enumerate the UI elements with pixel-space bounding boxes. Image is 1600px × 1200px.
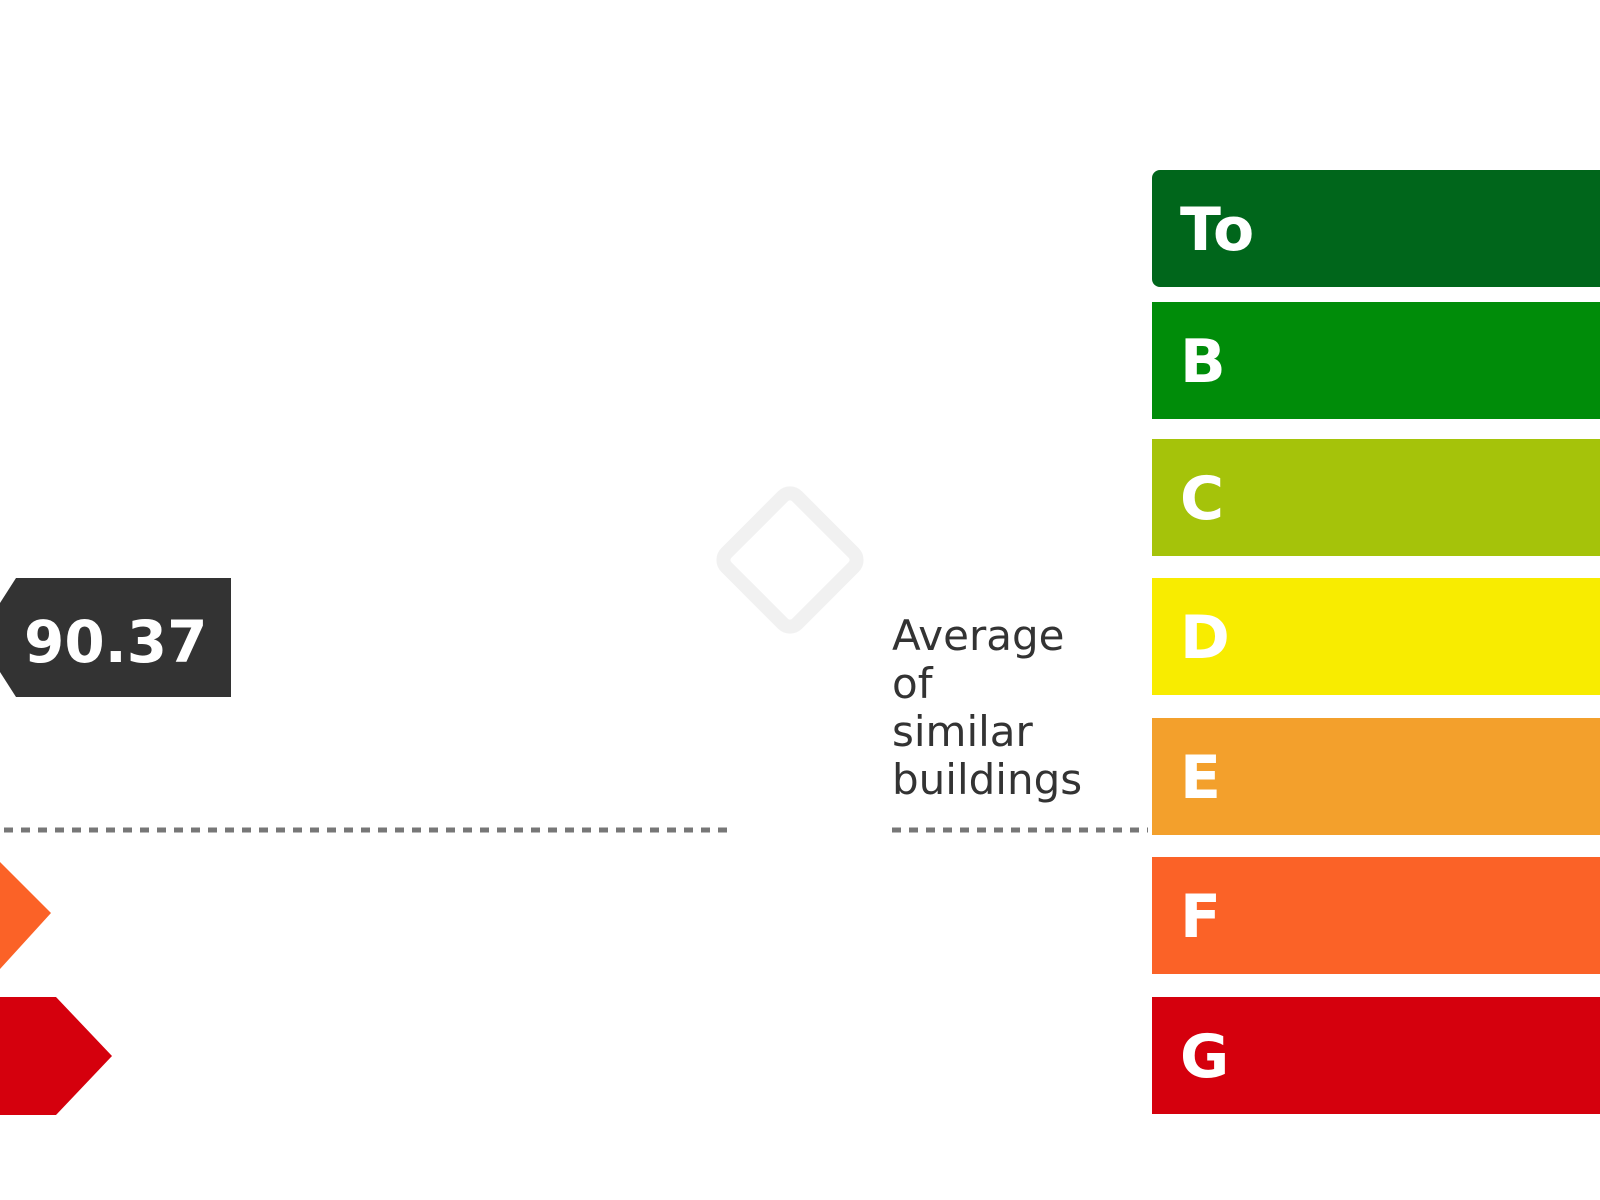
rating-bar-label: G: [1180, 1022, 1229, 1092]
score-value: 90.37: [24, 608, 207, 676]
average-label-line: similar: [892, 707, 1033, 756]
score-tag: 90.37: [0, 578, 231, 697]
rating-bar-b: [1152, 302, 1600, 419]
rating-bar-label: E: [1180, 743, 1221, 813]
rating-bar-label: To: [1180, 195, 1254, 265]
rating-bar-e: [1152, 718, 1600, 835]
rating-bar-c: [1152, 439, 1600, 556]
marker-f-arrow: [0, 862, 51, 969]
rating-bar-label: C: [1180, 464, 1224, 534]
rating-bar-to: [1152, 170, 1600, 287]
rating-bar-label: B: [1180, 327, 1226, 397]
watermark-logo: [716, 486, 864, 634]
rating-bar-label: D: [1180, 603, 1230, 673]
average-label-line: of: [892, 659, 933, 708]
rating-bar-g: [1152, 997, 1600, 1114]
average-label: Average of similar buildings: [892, 612, 1082, 804]
marker-g-arrow: [0, 997, 112, 1115]
rating-bar-d: [1152, 578, 1600, 695]
average-label-line: buildings: [892, 755, 1083, 804]
rating-bar-label: F: [1180, 882, 1221, 952]
average-label-line: Average: [892, 611, 1065, 660]
left-markers: [0, 862, 112, 1115]
rating-bar-f: [1152, 857, 1600, 974]
score-tag-background: [0, 578, 231, 697]
